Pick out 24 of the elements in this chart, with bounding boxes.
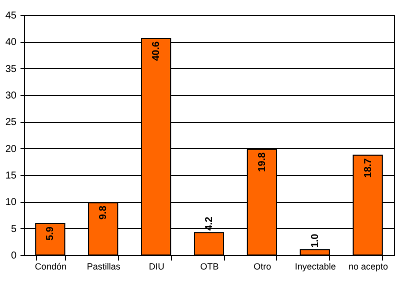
- data-label: 1.0: [310, 233, 321, 248]
- y-tick-label: 35: [5, 64, 17, 75]
- y-tick-label: 10: [5, 197, 17, 208]
- data-label: 40.6: [151, 41, 162, 61]
- y-tick-label: 45: [5, 10, 17, 22]
- data-label: 18.7: [362, 158, 374, 178]
- x-tick-label: no acepto: [348, 262, 388, 272]
- y-tick-label: 20: [5, 144, 17, 155]
- x-tick-label: Pastillas: [86, 262, 121, 272]
- x-tick-label: DIU: [148, 262, 164, 272]
- data-label: 5.9: [45, 226, 56, 240]
- y-tick-label: 5: [10, 224, 17, 235]
- y-tick-label: 40: [5, 37, 17, 48]
- y-tick-label: 0: [10, 250, 17, 262]
- y-tick-label: 15: [5, 170, 17, 182]
- y-tick-label: 25: [5, 117, 17, 128]
- x-tick-label: OTB: [200, 262, 219, 272]
- x-tick-label: Condón: [34, 262, 66, 272]
- data-label: 19.8: [256, 152, 268, 172]
- x-tick-label: Otro: [254, 262, 272, 272]
- x-tick-label: Inyectable: [294, 262, 336, 272]
- bar: [194, 232, 224, 256]
- data-label: 9.8: [98, 205, 110, 220]
- y-tick-label: 30: [5, 90, 17, 102]
